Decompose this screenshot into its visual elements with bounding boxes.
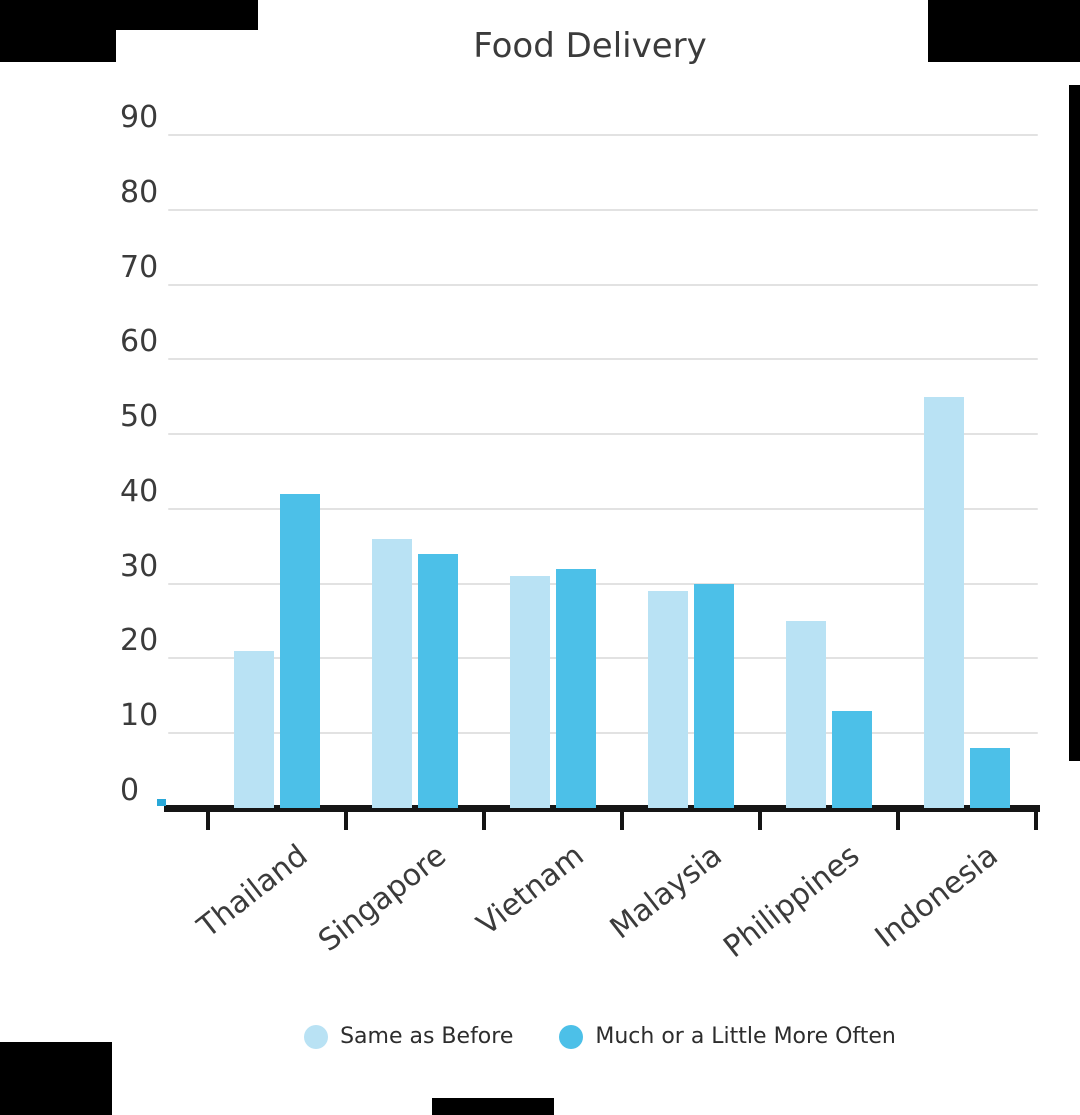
bar-thailand-series-0[interactable] — [234, 651, 274, 808]
redaction-block-top-right — [928, 0, 1080, 62]
bar-indonesia-series-1[interactable] — [970, 748, 1010, 808]
y-axis-label: 90 — [120, 100, 159, 135]
gridline — [168, 507, 1038, 510]
x-axis-tick — [896, 810, 900, 830]
x-axis-label: Thailand — [191, 838, 315, 945]
y-axis-label: 30 — [120, 548, 159, 584]
legend-label: Much or a Little More Often — [595, 1024, 896, 1049]
x-axis-tick — [620, 810, 624, 830]
gridline — [168, 208, 1038, 211]
legend-swatch-icon — [559, 1024, 584, 1049]
bar-vietnam-series-1[interactable] — [556, 569, 596, 808]
gridline — [168, 358, 1038, 361]
x-axis-label: Indonesia — [868, 838, 1005, 955]
x-axis-tick — [344, 810, 348, 830]
redaction-block-top-left-2 — [0, 0, 116, 62]
bar-malaysia-series-0[interactable] — [648, 591, 688, 808]
axis-origin-mark — [157, 799, 166, 806]
gridline — [168, 732, 1038, 735]
legend-swatch-icon — [304, 1024, 329, 1049]
y-axis-label: 40 — [120, 473, 159, 509]
bar-thailand-series-1[interactable] — [280, 494, 320, 808]
gridline — [168, 657, 1038, 660]
legend: Same as Before Much or a Little More Ofte… — [110, 1024, 1080, 1049]
x-axis-label: Singapore — [311, 838, 453, 959]
gridline — [168, 134, 1038, 136]
x-axis-label: Vietnam — [470, 838, 591, 943]
x-axis-tick — [482, 810, 486, 830]
x-axis-line — [164, 805, 1040, 812]
legend-item-0[interactable]: Same as Before — [304, 1024, 513, 1049]
y-axis-label: 80 — [120, 174, 159, 210]
bar-philippines-series-0[interactable] — [786, 621, 826, 808]
y-axis-label: 10 — [120, 698, 159, 734]
y-axis-label: 20 — [120, 623, 159, 659]
bar-vietnam-series-0[interactable] — [510, 576, 550, 808]
gridline — [168, 283, 1038, 286]
gridline — [168, 582, 1038, 585]
y-axis-label: 70 — [120, 249, 159, 285]
bar-singapore-series-1[interactable] — [418, 554, 458, 808]
y-axis-label: 0 — [120, 773, 140, 808]
redaction-block-bottom-left — [0, 1042, 112, 1115]
x-axis-label: Philippines — [717, 838, 867, 966]
legend-item-1[interactable]: Much or a Little More Often — [559, 1024, 896, 1049]
y-axis-label: 60 — [120, 324, 159, 360]
legend-label: Same as Before — [340, 1024, 514, 1049]
y-axis-label: 50 — [120, 399, 159, 435]
bar-singapore-series-0[interactable] — [372, 539, 412, 808]
x-axis-label: Malaysia — [603, 838, 729, 947]
redaction-block-right-edge — [1069, 85, 1080, 761]
x-axis-tick — [206, 810, 210, 830]
redaction-block-bottom-center — [432, 1098, 554, 1115]
chart-title: Food Delivery — [473, 26, 707, 66]
x-axis-tick — [758, 810, 762, 830]
gridline — [168, 433, 1038, 436]
bar-indonesia-series-0[interactable] — [924, 397, 964, 808]
bar-malaysia-series-1[interactable] — [694, 584, 734, 808]
bar-philippines-series-1[interactable] — [832, 711, 872, 808]
x-axis-tick — [1034, 810, 1038, 830]
